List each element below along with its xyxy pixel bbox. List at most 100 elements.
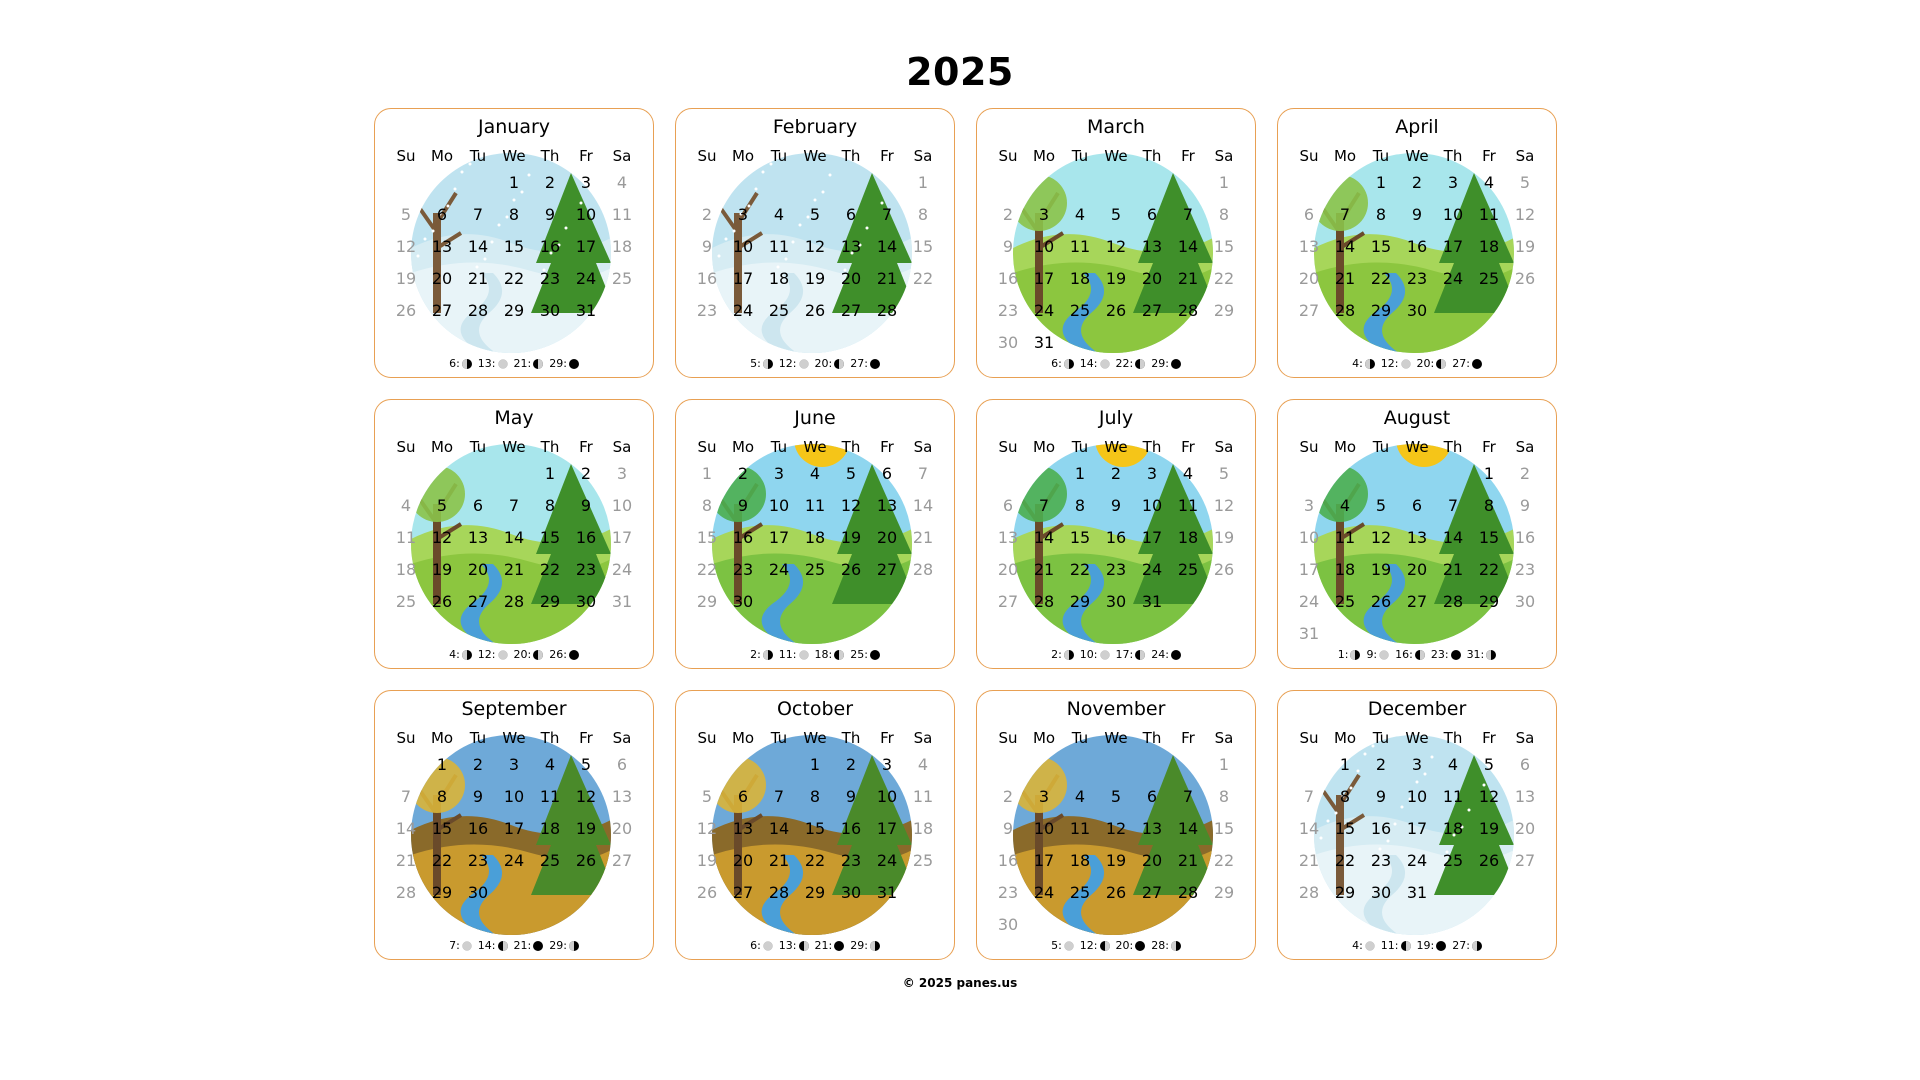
- day-cell: 26: [1105, 883, 1127, 902]
- moon-phase-day: 2:: [1051, 648, 1062, 661]
- weekday-label: Su: [998, 729, 1018, 747]
- moon-phase-day: 24:: [1151, 648, 1169, 661]
- day-cell: 19: [431, 560, 453, 579]
- day-cell: 15: [539, 528, 561, 547]
- first-moon-icon: [1063, 358, 1074, 369]
- day-cell: 17: [876, 819, 898, 838]
- day-cell: 20: [467, 560, 489, 579]
- weekday-label: We: [803, 147, 827, 165]
- moon-phase-day: 29:: [850, 939, 868, 952]
- summer-scene-illustration: [1013, 444, 1213, 644]
- winter-scene-illustration: [1314, 735, 1514, 935]
- day-cell: 18: [539, 819, 561, 838]
- day-cell: 29: [804, 883, 826, 902]
- day-cell: 9: [472, 787, 484, 806]
- day-cell: 29: [1213, 301, 1235, 320]
- weekday-label: Tu: [1071, 729, 1089, 747]
- day-blank: [1291, 171, 1327, 203]
- weekday-label: Fr: [579, 438, 593, 456]
- last-moon-icon: [533, 358, 544, 369]
- first-moon-icon: [1350, 649, 1361, 660]
- day-cell: 28: [1033, 592, 1055, 611]
- day-cell: 19: [840, 528, 862, 547]
- last-moon-icon: [497, 940, 508, 951]
- moon-phase-day: 21:: [513, 357, 532, 370]
- day-cell: 10: [611, 496, 633, 515]
- day-cell: 11: [1069, 819, 1091, 838]
- moon-phases: 2: 11: 18: 25:: [676, 648, 954, 661]
- autumn-scene-illustration: [411, 735, 611, 935]
- day-cell: 2: [544, 173, 556, 192]
- day-cell: 17: [1033, 269, 1055, 288]
- autumn-scene-illustration: [1013, 735, 1213, 935]
- day-cell: 1: [701, 464, 713, 483]
- day-cell: 4: [1074, 205, 1086, 224]
- day-cell: 9: [1002, 819, 1014, 838]
- day-cell: 23: [575, 560, 597, 579]
- day-cell: 12: [1370, 528, 1392, 547]
- day-cell: 18: [395, 560, 417, 579]
- day-cell: 21: [876, 269, 898, 288]
- weekday-label: We: [1104, 147, 1128, 165]
- weekday-label: Mo: [430, 147, 454, 165]
- day-cell: 3: [1146, 464, 1158, 483]
- weekday-label: Tu: [469, 438, 487, 456]
- day-cell: 20: [1141, 269, 1163, 288]
- day-cell: 17: [575, 237, 597, 256]
- day-cell: 6: [1146, 787, 1158, 806]
- day-cell: 9: [1411, 205, 1423, 224]
- day-cell: 22: [431, 851, 453, 870]
- weekday-label: We: [1405, 147, 1429, 165]
- full-moon-icon: [1365, 940, 1375, 951]
- day-cell: 21: [467, 269, 489, 288]
- day-cell: 18: [1478, 237, 1500, 256]
- weekday-label: Mo: [731, 729, 755, 747]
- day-cell: 11: [1442, 787, 1464, 806]
- moon-phase-day: 20:: [513, 648, 532, 661]
- moon-phase-day: 21:: [814, 939, 833, 952]
- day-cell: 24: [1406, 851, 1428, 870]
- day-cell: 24: [732, 301, 754, 320]
- day-cell: 21: [503, 560, 525, 579]
- day-blank: [833, 171, 869, 203]
- weekday-header: Su Mo Tu We Th Fr Sa: [388, 729, 640, 747]
- moon-phase-day: 25:: [850, 648, 868, 661]
- weekday-label: Tu: [770, 438, 788, 456]
- last-moon-icon: [1135, 649, 1146, 660]
- month-name: December: [1367, 698, 1467, 720]
- day-cell: 5: [809, 205, 821, 224]
- moon-phase-item: 2:: [750, 648, 773, 661]
- weekday-label: Sa: [1515, 729, 1535, 747]
- moon-phase-day: 4:: [1352, 357, 1363, 370]
- last-moon-icon: [1436, 358, 1447, 369]
- day-cell: 4: [1447, 755, 1459, 774]
- day-cell: 28: [912, 560, 934, 579]
- day-cell: 20: [876, 528, 898, 547]
- moon-phases: 2: 10: 17: 24:: [977, 648, 1255, 661]
- day-cell: 1: [1074, 464, 1086, 483]
- day-cell: 2: [1375, 755, 1387, 774]
- winter-scene-illustration: [712, 153, 912, 353]
- day-cell: 25: [912, 851, 934, 870]
- moon-phase-day: 18:: [814, 648, 833, 661]
- day-cell: 19: [1514, 237, 1536, 256]
- day-grid: 1 2 3 4 5 6 7 8 9 10 11 12 13 14 15 16 17 18 19 20 21 22 23 24 2…: [388, 171, 640, 331]
- day-cell: 10: [575, 205, 597, 224]
- moon-phases: 4: 12: 20: 26:: [375, 648, 653, 661]
- day-cell: 13: [1141, 819, 1163, 838]
- day-cell: 14: [1442, 528, 1464, 547]
- day-cell: 27: [1298, 301, 1320, 320]
- moon-phase-item: 29:: [850, 939, 880, 952]
- month-name: April: [1395, 116, 1439, 138]
- day-blank: [388, 171, 424, 203]
- day-cell: 3: [1038, 205, 1050, 224]
- day-cell: 23: [1406, 269, 1428, 288]
- moon-phase-item: 21:: [514, 939, 544, 952]
- day-cell: 24: [1298, 592, 1320, 611]
- day-cell: 8: [1483, 496, 1495, 515]
- moon-phases: 5: 12: 20: 28:: [977, 939, 1255, 952]
- day-cell: 11: [768, 237, 790, 256]
- weekday-label: Sa: [612, 147, 632, 165]
- day-cell: 8: [544, 496, 556, 515]
- day-cell: 3: [616, 464, 628, 483]
